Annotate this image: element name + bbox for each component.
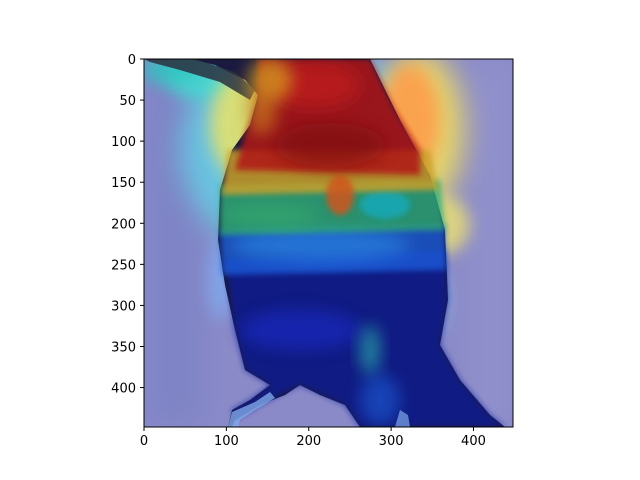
x-tick-label: 200 (296, 434, 321, 449)
y-tick-label: 100 (111, 135, 136, 150)
x-tick-label: 400 (461, 434, 486, 449)
y-tick-label: 400 (111, 382, 136, 397)
y-tick-label: 0 (128, 53, 136, 68)
y-axis: 0 50 100 150 200 250 300 350 400 (111, 53, 144, 397)
y-tick-label: 300 (111, 299, 136, 314)
x-tick-label: 300 (379, 434, 404, 449)
heatmap-image (144, 59, 513, 427)
y-tick-label: 50 (119, 94, 136, 109)
y-tick-label: 250 (111, 258, 136, 273)
y-tick-label: 200 (111, 217, 136, 232)
x-tick-label: 0 (140, 434, 148, 449)
plot-frame (143, 58, 514, 428)
heatmap-bird-overlay (220, 59, 505, 427)
x-axis: 0 100 200 300 400 (140, 427, 486, 449)
y-tick-label: 350 (111, 341, 136, 356)
x-tick-label: 100 (214, 434, 239, 449)
y-tick-label: 150 (111, 176, 136, 191)
